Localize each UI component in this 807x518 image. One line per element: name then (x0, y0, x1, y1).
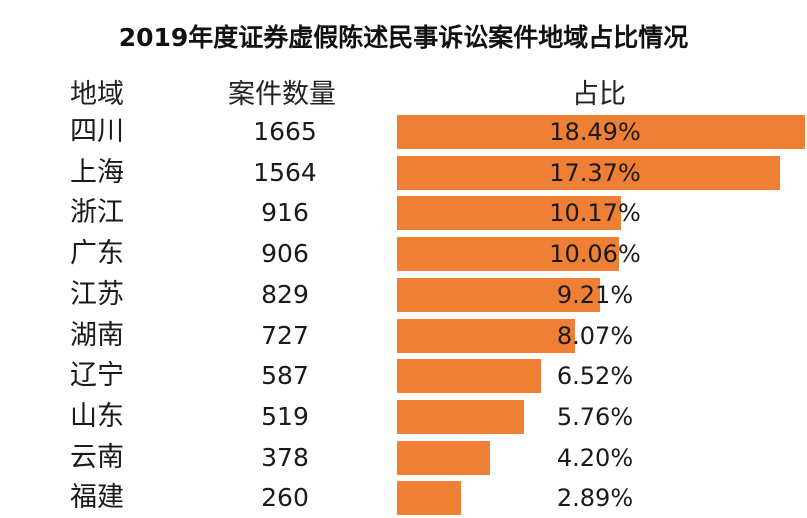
region-label: 上海 (70, 156, 124, 188)
percentage-label: 4.20% (556, 443, 634, 472)
table-row: 辽宁 587 6.52% (0, 356, 807, 396)
region-label: 福建 (70, 482, 124, 514)
column-header-region: 地域 (70, 79, 124, 110)
percentage-bar (397, 115, 805, 149)
case-count: 829 (261, 279, 309, 309)
case-count: 587 (261, 361, 309, 391)
percentage-label: 8.07% (556, 321, 634, 350)
region-label: 四川 (70, 116, 124, 147)
percentage-bar (397, 440, 490, 475)
percentage-label: 5.76% (556, 402, 634, 431)
table-row: 江苏 829 9.21% (0, 275, 807, 315)
region-label: 湖南 (70, 319, 124, 351)
chart-title: 2019年度证券虚假陈述民事诉讼案件地域占比情况 (118, 23, 689, 52)
percentage-bar (397, 155, 781, 190)
percentage-bar (397, 318, 576, 353)
case-count: 260 (261, 483, 309, 513)
case-count: 916 (261, 198, 309, 228)
percentage-label: 18.49% (549, 118, 641, 146)
case-count: 1665 (253, 117, 317, 146)
percentage-label: 10.17% (549, 199, 641, 228)
table-row: 浙江 916 10.17% (0, 193, 807, 233)
case-count: 519 (261, 401, 309, 431)
percentage-label: 2.89% (556, 484, 634, 513)
percentage-label: 10.06% (549, 240, 641, 269)
table-row: 四川 1665 18.49% (0, 112, 807, 152)
case-count: 906 (261, 239, 309, 269)
region-label: 广东 (70, 238, 124, 270)
percentage-bar (397, 481, 461, 516)
region-label: 山东 (70, 400, 124, 432)
region-label: 江苏 (70, 278, 124, 310)
column-header-percentage: 占比 (572, 79, 626, 110)
table-row: 湖南 727 8.07% (0, 316, 807, 356)
region-label: 辽宁 (70, 360, 124, 392)
percentage-bar (397, 277, 601, 312)
table-row: 广东 906 10.06% (0, 234, 807, 274)
percentage-label: 6.52% (556, 362, 634, 391)
table-row: 山东 519 5.76% (0, 397, 807, 437)
percentage-label: 9.21% (556, 280, 634, 309)
percentage-label: 17.37% (549, 158, 641, 187)
table-row: 福建 260 2.89% (0, 478, 807, 518)
region-label: 浙江 (70, 197, 124, 229)
case-count: 1564 (253, 157, 317, 187)
percentage-bar (397, 237, 619, 272)
case-count: 727 (261, 320, 309, 350)
percentage-bar (397, 399, 525, 434)
table-row: 云南 378 4.20% (0, 438, 807, 478)
case-count: 378 (261, 442, 309, 472)
region-label: 云南 (70, 441, 124, 473)
percentage-bar (397, 359, 541, 394)
column-header-count: 案件数量 (228, 79, 336, 110)
percentage-bar (397, 196, 622, 231)
table-row: 上海 1564 17.37% (0, 153, 807, 193)
